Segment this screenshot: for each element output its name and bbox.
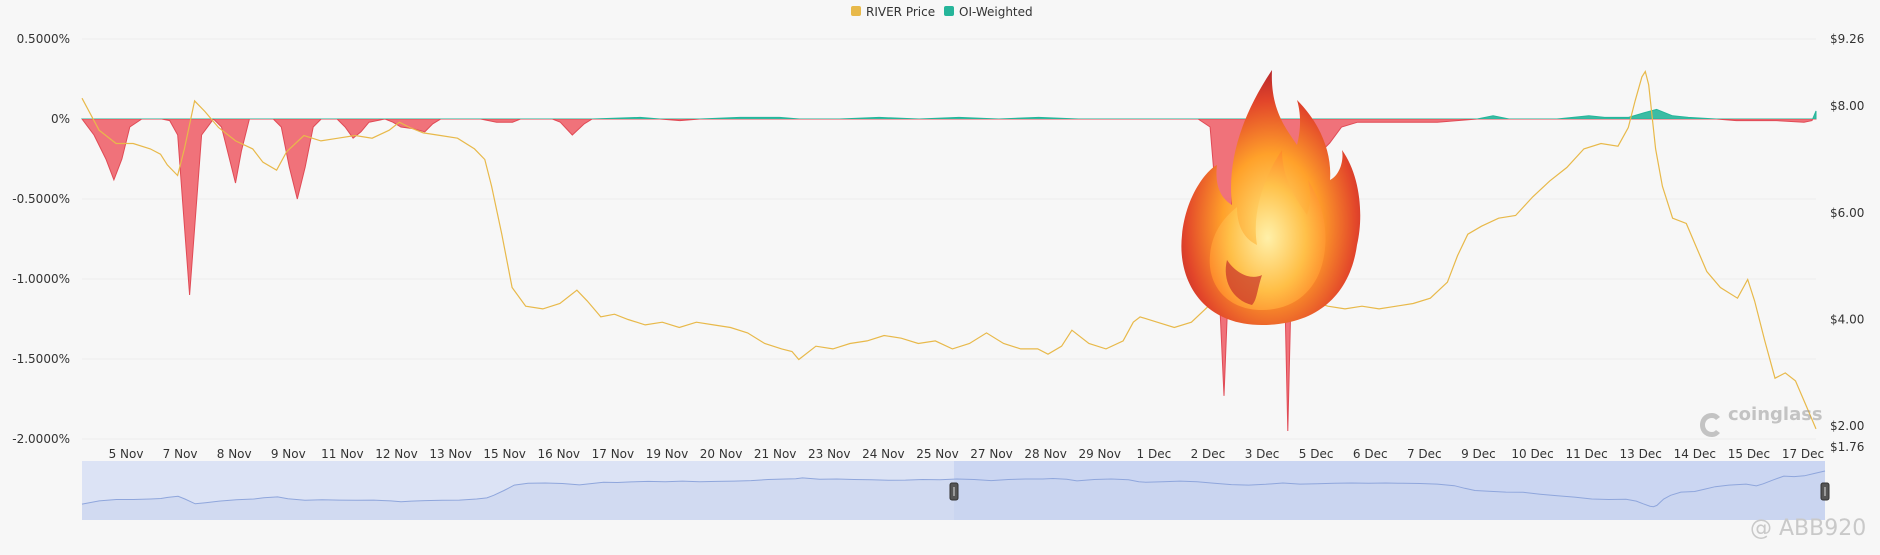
x-tick-label: 10 Dec [1511,447,1553,461]
price-series [81,69,1817,430]
navigator-line [81,470,1826,508]
y-axis-left: 0.5000% 0% -0.5000% -1.0000% -1.5000% -2.0000… [12,32,70,446]
price-line [81,69,1817,430]
x-tick-label: 15 Nov [483,447,526,461]
x-tick-label: 13 Nov [429,447,472,461]
y-left-tick-label: -2.0000% [12,432,70,446]
x-tick-label: 9 Dec [1461,447,1496,461]
x-tick-label: 11 Dec [1565,447,1607,461]
x-tick-label: 14 Dec [1674,447,1716,461]
x-tick-label: 29 Nov [1078,447,1121,461]
y-left-tick-label: -0.5000% [12,192,70,206]
y-right-tick-label: $8.00 [1830,99,1864,113]
x-tick-label: 5 Nov [109,447,144,461]
x-tick-label: 17 Dec [1782,447,1824,461]
x-tick-label: 24 Nov [862,447,905,461]
y-left-tick-label: -1.0000% [12,272,70,286]
legend-oi-label[interactable]: OI-Weighted [959,5,1033,19]
x-tick-label: 2 Dec [1191,447,1226,461]
x-tick-label: 19 Nov [646,447,689,461]
x-tick-label: 9 Nov [271,447,306,461]
y-right-tick-label: $6.00 [1830,206,1864,220]
legend-price-swatch[interactable] [851,6,861,16]
x-tick-label: 28 Nov [1024,447,1067,461]
x-tick-label: 1 Dec [1137,447,1172,461]
y-left-tick-label: 0% [51,112,70,126]
x-tick-label: 15 Dec [1728,447,1770,461]
legend[interactable]: RIVER Price OI-Weighted [851,5,1033,19]
oi-positive-area [81,108,1817,119]
coinglass-wordmark: coinglass [1728,404,1823,425]
legend-price-label[interactable]: RIVER Price [866,5,935,19]
x-tick-label: 25 Nov [916,447,959,461]
x-tick-label: 8 Nov [217,447,252,461]
coinglass-watermark: coinglass [1700,404,1823,437]
x-tick-label: 6 Dec [1353,447,1388,461]
x-tick-label: 5 Dec [1299,447,1334,461]
fire-icon [1181,70,1361,325]
oi-weighted-series [81,108,1817,432]
x-tick-label: 11 Nov [321,447,364,461]
x-axis: 5 Nov 7 Nov 8 Nov 9 Nov 11 Nov 12 Nov 13 Nov 15… [109,447,1825,461]
oi-negative-area [81,119,1817,432]
y-left-tick-label: -1.5000% [12,352,70,366]
x-tick-label: 16 Nov [538,447,581,461]
x-tick-label: 7 Nov [163,447,198,461]
x-tick-label: 20 Nov [700,447,743,461]
x-tick-label: 27 Nov [970,447,1013,461]
x-tick-label: 23 Nov [808,447,851,461]
coinglass-logo-icon [1700,413,1720,437]
x-tick-label: 13 Dec [1620,447,1662,461]
x-tick-label: 17 Nov [592,447,635,461]
y-right-tick-label: $2.00 [1830,419,1864,433]
x-tick-label: 7 Dec [1407,447,1442,461]
y-left-tick-label: 0.5000% [17,32,70,46]
credit-watermark: @ ABB920 [1750,516,1866,541]
y-right-tick-label: $1.76 [1830,440,1864,454]
y-axis-right: $9.26 $8.00 $6.00 $4.00 $2.00 $1.76 [1830,32,1864,454]
y-right-tick-label: $9.26 [1830,32,1864,46]
x-tick-label: 21 Nov [754,447,797,461]
y-right-tick-label: $4.00 [1830,313,1864,327]
legend-oi-swatch[interactable] [944,6,954,16]
grid-lines [82,38,1816,440]
navigator[interactable] [81,461,1830,520]
x-tick-label: 3 Dec [1245,447,1280,461]
x-tick-label: 12 Nov [375,447,418,461]
